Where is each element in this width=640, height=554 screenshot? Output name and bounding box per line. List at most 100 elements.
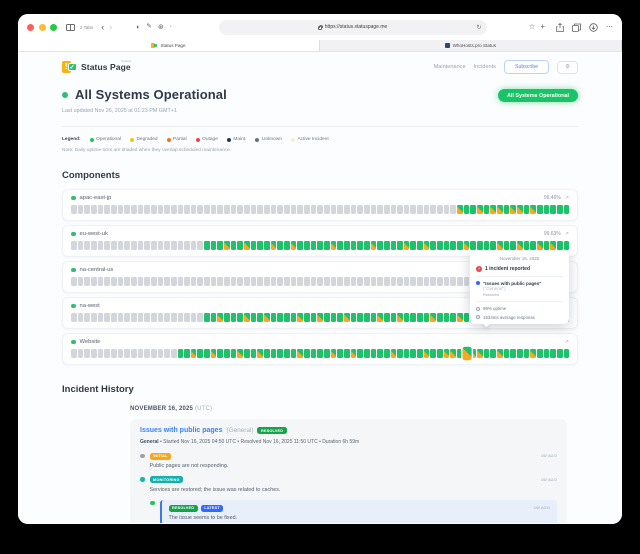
uptime-tick[interactable] xyxy=(77,241,84,250)
uptime-tick[interactable] xyxy=(177,313,184,322)
nav-incidents[interactable]: Incidents xyxy=(473,64,496,70)
tab-overview-icon[interactable] xyxy=(572,23,581,32)
uptime-tick[interactable] xyxy=(530,205,536,214)
uptime-tick[interactable] xyxy=(244,277,250,286)
uptime-tick[interactable] xyxy=(497,205,503,214)
uptime-tick[interactable] xyxy=(130,241,137,250)
uptime-tick[interactable] xyxy=(310,349,317,358)
uptime-tick[interactable] xyxy=(330,277,337,286)
uptime-tick[interactable] xyxy=(150,349,157,358)
uptime-tick[interactable] xyxy=(224,205,230,214)
uptime-tick[interactable] xyxy=(377,241,383,250)
uptime-tick[interactable] xyxy=(250,241,257,250)
uptime-tick[interactable] xyxy=(84,313,90,322)
uptime-tick[interactable] xyxy=(343,313,350,322)
uptime-tick[interactable] xyxy=(270,313,277,322)
uptime-tick[interactable] xyxy=(423,205,430,214)
uptime-tick[interactable] xyxy=(470,349,477,358)
uptime-tick[interactable] xyxy=(457,313,463,322)
uptime-tick[interactable] xyxy=(303,349,310,358)
uptime-tick[interactable] xyxy=(124,205,130,214)
uptime-tick[interactable] xyxy=(397,205,403,214)
uptime-tick[interactable] xyxy=(543,205,550,214)
uptime-tick[interactable] xyxy=(403,349,410,358)
uptime-tick[interactable] xyxy=(157,241,164,250)
close-window-button[interactable] xyxy=(27,23,34,31)
uptime-tick[interactable] xyxy=(370,277,377,286)
uptime-tick[interactable] xyxy=(84,241,90,250)
uptime-tick[interactable] xyxy=(556,205,563,214)
uptime-tick[interactable] xyxy=(516,241,523,250)
uptime-tick[interactable] xyxy=(437,205,443,214)
uptime-tick[interactable] xyxy=(177,349,184,358)
uptime-tick[interactable] xyxy=(224,277,230,286)
uptime-tick[interactable] xyxy=(204,277,210,286)
uptime-tick[interactable] xyxy=(437,349,443,358)
uptime-tick[interactable] xyxy=(377,349,383,358)
uptime-tick[interactable] xyxy=(437,241,443,250)
uptime-tick[interactable] xyxy=(297,205,303,214)
uptime-tick[interactable] xyxy=(363,241,370,250)
tab-count-label[interactable]: 2 Tabs xyxy=(80,24,94,30)
uptime-tick[interactable] xyxy=(323,241,330,250)
uptime-tick[interactable] xyxy=(210,313,217,322)
uptime-tick[interactable] xyxy=(323,349,330,358)
uptime-tick[interactable] xyxy=(257,313,264,322)
uptime-tick[interactable] xyxy=(71,349,77,358)
uptime-tick[interactable] xyxy=(410,241,417,250)
uptime-tick[interactable] xyxy=(237,277,244,286)
uptime-tick[interactable] xyxy=(104,241,110,250)
uptime-tick[interactable] xyxy=(130,349,137,358)
uptime-tick[interactable] xyxy=(244,349,250,358)
uptime-tick[interactable] xyxy=(217,277,224,286)
uptime-tick[interactable] xyxy=(443,277,450,286)
uptime-tick[interactable] xyxy=(543,241,550,250)
uptime-tick[interactable] xyxy=(250,277,257,286)
uptime-tick[interactable] xyxy=(536,241,543,250)
uptime-tick[interactable] xyxy=(290,205,297,214)
uptime-tick[interactable] xyxy=(97,349,104,358)
uptime-tick[interactable] xyxy=(370,313,377,322)
uptime-tick[interactable] xyxy=(71,277,77,286)
uptime-tick[interactable] xyxy=(224,313,230,322)
uptime-tick[interactable] xyxy=(71,313,77,322)
uptime-tick[interactable] xyxy=(510,241,516,250)
uptime-tick[interactable] xyxy=(523,241,530,250)
uptime-tick[interactable] xyxy=(317,349,323,358)
uptime-tick[interactable] xyxy=(563,349,570,358)
uptime-tick[interactable] xyxy=(357,313,363,322)
uptime-tick[interactable] xyxy=(377,205,383,214)
reload-icon[interactable]: ↻ xyxy=(476,24,482,31)
uptime-tick[interactable] xyxy=(210,205,217,214)
uptime-tick[interactable] xyxy=(137,277,144,286)
expand-component-icon[interactable]: ↗ xyxy=(564,195,569,201)
uptime-tick[interactable] xyxy=(77,349,84,358)
uptime-tick[interactable] xyxy=(130,205,137,214)
uptime-tick[interactable] xyxy=(556,349,563,358)
uptime-tick[interactable] xyxy=(423,349,430,358)
uptime-tick[interactable] xyxy=(150,313,157,322)
uptime-tick[interactable] xyxy=(430,205,437,214)
uptime-tick[interactable] xyxy=(150,241,157,250)
uptime-tick[interactable] xyxy=(483,349,490,358)
uptime-tick[interactable] xyxy=(323,277,330,286)
uptime-tick[interactable] xyxy=(177,205,184,214)
uptime-tick[interactable] xyxy=(310,277,317,286)
share-icon[interactable] xyxy=(556,22,564,32)
uptime-tick[interactable] xyxy=(337,349,343,358)
uptime-tick[interactable] xyxy=(277,241,283,250)
uptime-tick[interactable] xyxy=(217,205,224,214)
uptime-tick[interactable] xyxy=(90,205,97,214)
uptime-tick[interactable] xyxy=(177,277,184,286)
uptime-tick[interactable] xyxy=(124,313,130,322)
uptime-tick[interactable] xyxy=(450,277,457,286)
uptime-tick[interactable] xyxy=(297,349,303,358)
uptime-tick[interactable] xyxy=(410,349,417,358)
uptime-tick[interactable] xyxy=(423,277,430,286)
uptime-tick[interactable] xyxy=(350,277,357,286)
uptime-tick[interactable] xyxy=(190,241,197,250)
uptime-tick[interactable] xyxy=(397,241,403,250)
uptime-tick[interactable] xyxy=(370,349,377,358)
uptime-tick[interactable] xyxy=(430,277,437,286)
uptime-tick[interactable] xyxy=(303,241,310,250)
